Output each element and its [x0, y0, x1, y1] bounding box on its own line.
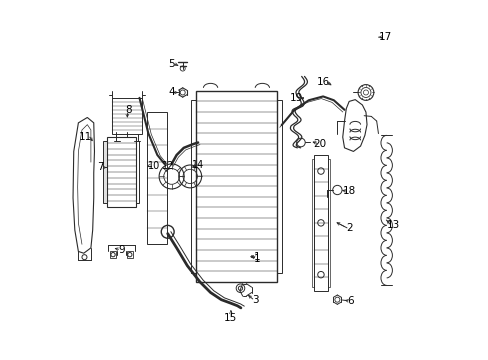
Text: 11: 11	[79, 132, 92, 142]
Text: 12: 12	[161, 161, 174, 171]
Text: 15: 15	[224, 312, 237, 323]
Text: 17: 17	[378, 32, 391, 42]
Text: 8: 8	[125, 105, 131, 115]
Text: 4: 4	[167, 87, 174, 98]
Text: 5: 5	[167, 59, 174, 69]
Text: 13: 13	[386, 220, 400, 230]
Bar	[276, 100, 281, 273]
Text: 3: 3	[251, 295, 258, 305]
Bar	[147, 112, 166, 244]
Text: 2: 2	[346, 223, 352, 233]
Text: 1: 1	[253, 252, 260, 262]
Bar	[107, 137, 135, 207]
Bar	[110, 251, 116, 258]
Text: 20: 20	[313, 139, 326, 149]
Text: 6: 6	[346, 296, 353, 306]
Bar	[102, 141, 107, 203]
Text: 1: 1	[253, 253, 260, 264]
Bar	[196, 91, 276, 282]
Text: 14: 14	[192, 159, 204, 170]
Bar	[191, 100, 196, 273]
Text: 16: 16	[316, 77, 329, 87]
Bar	[126, 251, 133, 258]
Text: 19: 19	[289, 93, 302, 103]
Text: 9: 9	[118, 245, 124, 255]
Bar	[135, 141, 139, 203]
Bar	[112, 98, 142, 134]
Bar	[327, 158, 329, 287]
Text: 7: 7	[97, 162, 103, 172]
Text: 10: 10	[148, 161, 160, 171]
Bar	[313, 155, 327, 291]
Text: 18: 18	[343, 186, 356, 197]
Bar	[311, 158, 313, 287]
